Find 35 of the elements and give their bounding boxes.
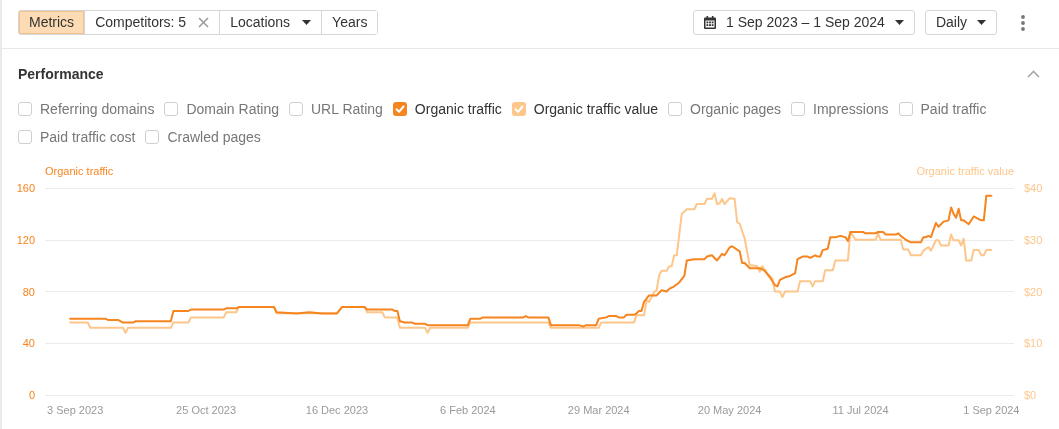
y2-tick-label: $40 <box>1024 182 1043 194</box>
x-tick-label: 11 Jul 2024 <box>832 403 889 416</box>
text: URL Rating <box>311 101 383 117</box>
text: Impressions <box>813 101 889 117</box>
text: Domain Rating <box>186 101 279 117</box>
y-tick-label: 80 <box>22 285 35 298</box>
text: Crawled pages <box>167 129 261 145</box>
x-tick-label: 25 Oct 2023 <box>176 403 237 416</box>
y2-tick-label: $30 <box>1024 233 1043 246</box>
button: Years <box>321 11 378 34</box>
text: Paid traffic <box>920 101 987 117</box>
y-tick-label: 0 <box>28 389 35 401</box>
y-tick-label: 160 <box>16 182 35 194</box>
y-tick-label: 40 <box>22 337 35 350</box>
y2-tick-label: $0 <box>1024 389 1037 401</box>
x-tick-label: 20 May 2024 <box>697 403 762 416</box>
text: Referring domains <box>40 101 155 117</box>
y2-axis-title: Organic traffic value <box>916 164 1014 177</box>
button: Metrics <box>19 11 85 34</box>
x-tick-label: 6 Feb 2024 <box>440 403 496 416</box>
text: Organic pages <box>690 101 782 117</box>
y2-tick-label: $20 <box>1024 285 1043 298</box>
x-tick-label: 3 Sep 2023 <box>47 403 104 416</box>
chart-title: Performance <box>18 66 104 82</box>
y-axis-title: Organic traffic <box>45 164 114 177</box>
legend-label: Organic traffic <box>414 101 502 117</box>
text: Paid traffic cost <box>40 129 136 145</box>
legend-label: Organic traffic value <box>533 101 658 117</box>
dropdown-button: 1 Sep 2023 – 1 Sep 2024 <box>693 10 915 35</box>
dropdown-button: Daily <box>924 10 997 35</box>
y-tick-label: 120 <box>16 233 35 246</box>
y2-tick-label: $10 <box>1024 337 1043 350</box>
x-tick-label: 16 Dec 2023 <box>305 403 369 416</box>
x-tick-label: 1 Sep 2024 <box>963 403 1020 416</box>
x-tick-label: 29 Mar 2024 <box>567 403 630 416</box>
